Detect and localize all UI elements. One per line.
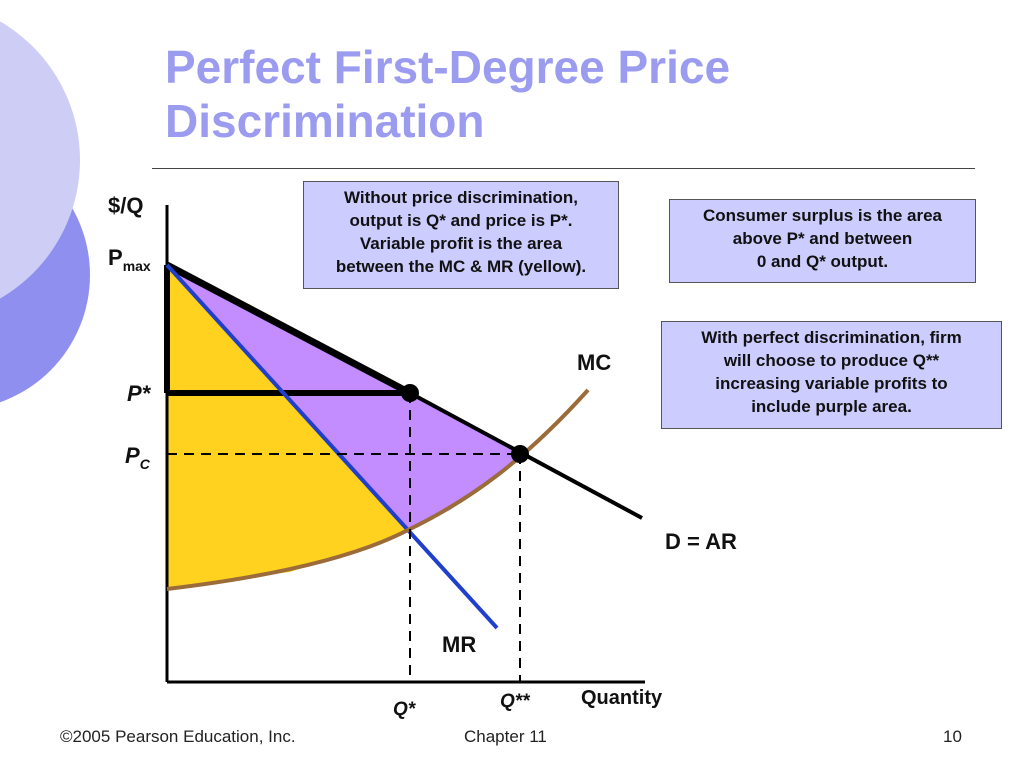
x-axis-label: Quantity xyxy=(581,687,663,709)
pc-label: PC xyxy=(125,443,151,472)
footer-chapter: Chapter 11 xyxy=(464,727,547,746)
slide-title-line-2: Discrimination xyxy=(165,95,485,147)
footer-copyright: ©2005 Pearson Education, Inc. xyxy=(60,727,296,746)
decor-circle-light xyxy=(0,21,80,299)
note-consumer-surplus: Consumer surplus is the area above P* an… xyxy=(669,199,976,283)
footer-page-number: 10 xyxy=(943,727,962,746)
qstarstar-label: Q** xyxy=(500,691,531,712)
note-perfect-discrimination: With perfect discrimination, firm will c… xyxy=(661,321,1002,429)
mr-label: MR xyxy=(442,632,476,657)
title-divider xyxy=(152,168,975,169)
demand-curve-thick xyxy=(165,261,412,397)
qstar-label: Q* xyxy=(393,699,417,720)
mc-label: MC xyxy=(577,350,611,375)
point-qstarstar-pc xyxy=(511,445,529,463)
demand-label: D = AR xyxy=(665,529,737,554)
pmax-label: Pmax xyxy=(108,245,151,274)
variable-profit-area-yellow xyxy=(167,265,408,589)
mr-curve xyxy=(165,263,499,630)
note-without-discrimination: Without price discrimination, output is … xyxy=(303,181,619,289)
point-qstar-pstar xyxy=(401,384,419,402)
y-axis-label: $/Q xyxy=(108,193,143,218)
slide-title-line-1: Perfect First-Degree Price xyxy=(165,41,731,93)
mc-curve xyxy=(166,388,590,591)
added-profit-area-purple xyxy=(167,265,520,530)
slide-title: Perfect First-Degree Price Discriminatio… xyxy=(165,40,925,148)
pstar-label: P* xyxy=(127,381,152,406)
